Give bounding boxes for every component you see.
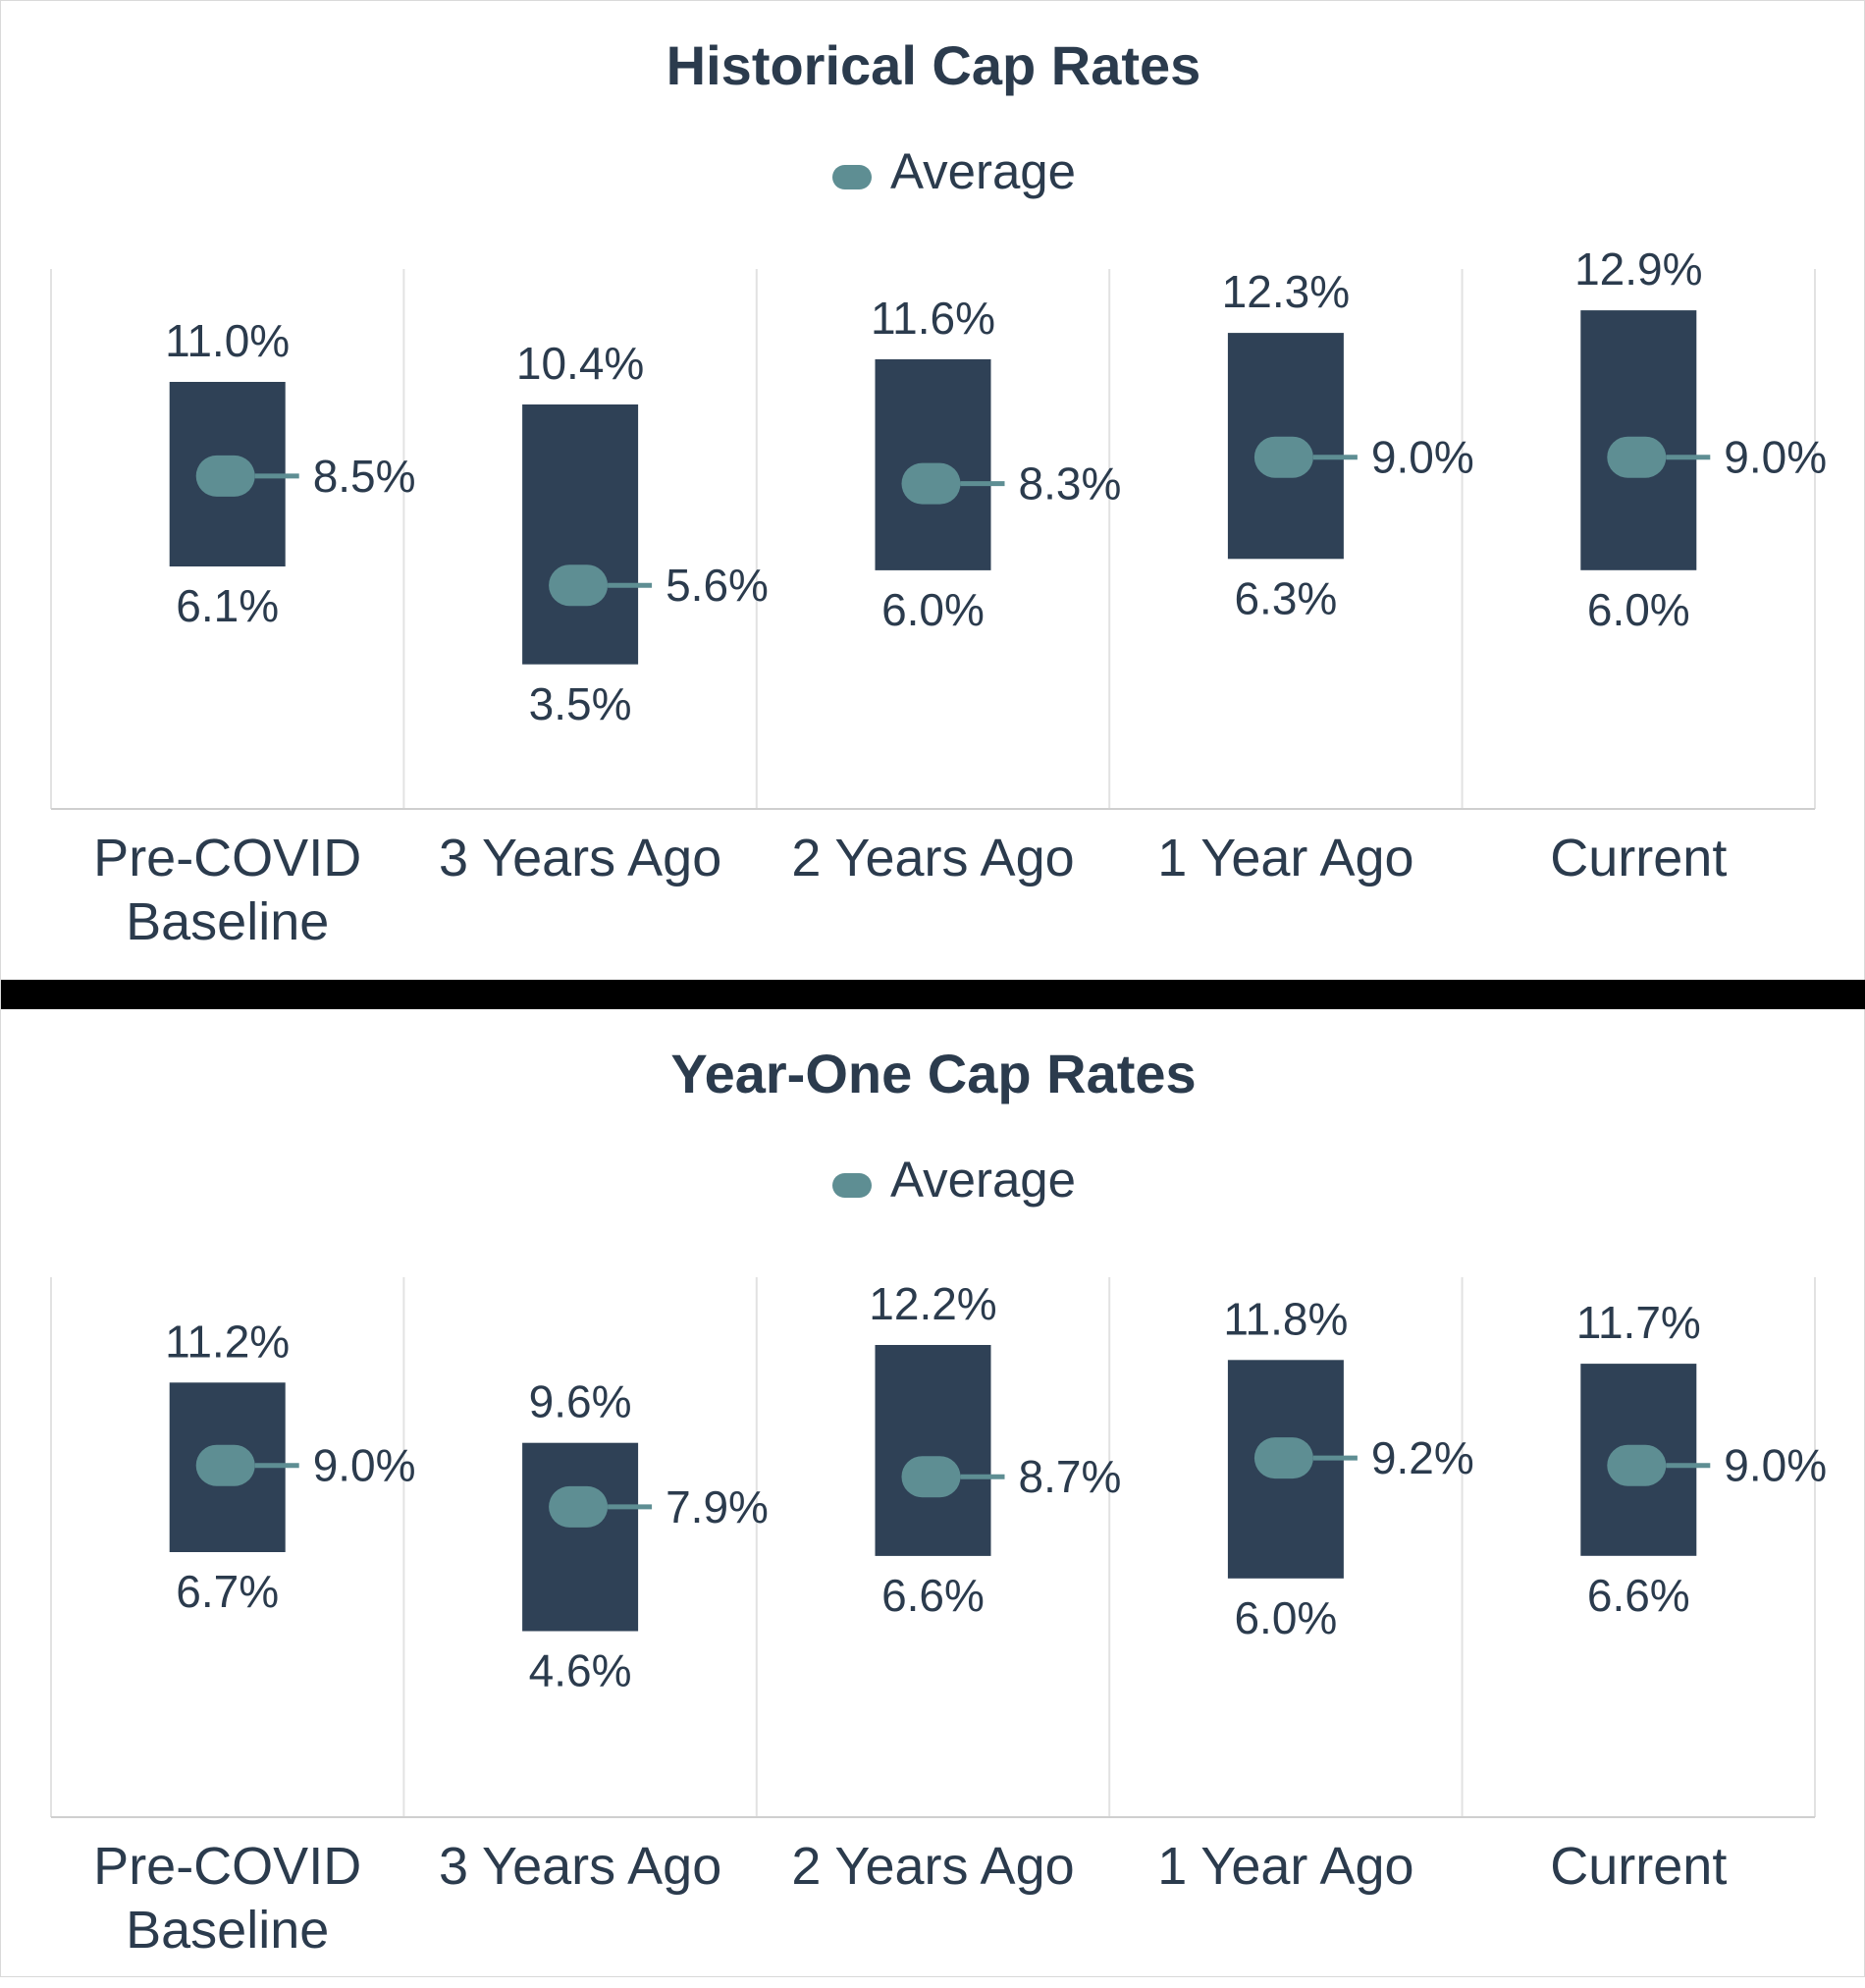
svg-text:8.3%: 8.3% (1019, 458, 1122, 510)
svg-text:6.0%: 6.0% (1587, 584, 1690, 635)
svg-text:Year-One Cap Rates: Year-One Cap Rates (670, 1043, 1196, 1104)
svg-text:6.3%: 6.3% (1234, 572, 1337, 623)
svg-text:6.7%: 6.7% (176, 1566, 279, 1617)
svg-text:10.4%: 10.4% (516, 338, 644, 389)
svg-text:9.0%: 9.0% (1724, 432, 1827, 483)
svg-text:Pre-COVID: Pre-COVID (93, 1837, 361, 1896)
svg-text:8.5%: 8.5% (313, 451, 416, 502)
svg-text:Pre-COVID: Pre-COVID (93, 829, 361, 887)
svg-text:11.0%: 11.0% (165, 315, 290, 366)
svg-text:3 Years Ago: 3 Years Ago (439, 829, 721, 887)
svg-text:12.2%: 12.2% (869, 1278, 996, 1329)
svg-text:3.5%: 3.5% (529, 678, 632, 729)
svg-text:7.9%: 7.9% (666, 1481, 769, 1532)
svg-text:5.6%: 5.6% (666, 560, 769, 611)
svg-text:4.6%: 4.6% (529, 1645, 632, 1696)
svg-text:11.6%: 11.6% (871, 293, 995, 344)
svg-text:Historical Cap Rates: Historical Cap Rates (666, 34, 1201, 96)
svg-text:1 Year Ago: 1 Year Ago (1157, 1837, 1413, 1896)
svg-text:6.6%: 6.6% (881, 1570, 985, 1621)
svg-text:9.2%: 9.2% (1371, 1432, 1474, 1483)
svg-text:9.0%: 9.0% (1724, 1440, 1827, 1491)
svg-text:Baseline: Baseline (126, 1901, 329, 1960)
svg-text:2 Years Ago: 2 Years Ago (791, 1837, 1074, 1896)
svg-text:9.0%: 9.0% (313, 1440, 416, 1491)
svg-text:2 Years Ago: 2 Years Ago (791, 829, 1074, 887)
svg-text:11.2%: 11.2% (165, 1316, 290, 1367)
svg-text:Average: Average (890, 1152, 1076, 1208)
svg-text:1 Year Ago: 1 Year Ago (1157, 829, 1413, 887)
svg-text:6.0%: 6.0% (881, 584, 985, 635)
svg-text:9.6%: 9.6% (529, 1376, 632, 1427)
svg-text:11.7%: 11.7% (1576, 1297, 1701, 1348)
svg-text:11.8%: 11.8% (1223, 1293, 1348, 1344)
svg-text:9.0%: 9.0% (1371, 432, 1474, 483)
svg-text:Average: Average (890, 143, 1076, 199)
svg-text:Current: Current (1550, 1837, 1727, 1896)
svg-text:12.3%: 12.3% (1222, 266, 1350, 317)
svg-text:Baseline: Baseline (126, 892, 329, 951)
svg-text:6.1%: 6.1% (176, 580, 279, 631)
svg-text:6.6%: 6.6% (1587, 1570, 1690, 1621)
svg-text:3 Years Ago: 3 Years Ago (439, 1837, 721, 1896)
svg-text:6.0%: 6.0% (1234, 1592, 1337, 1643)
svg-text:12.9%: 12.9% (1574, 243, 1702, 295)
svg-text:Current: Current (1550, 829, 1727, 887)
svg-text:8.7%: 8.7% (1019, 1451, 1122, 1502)
